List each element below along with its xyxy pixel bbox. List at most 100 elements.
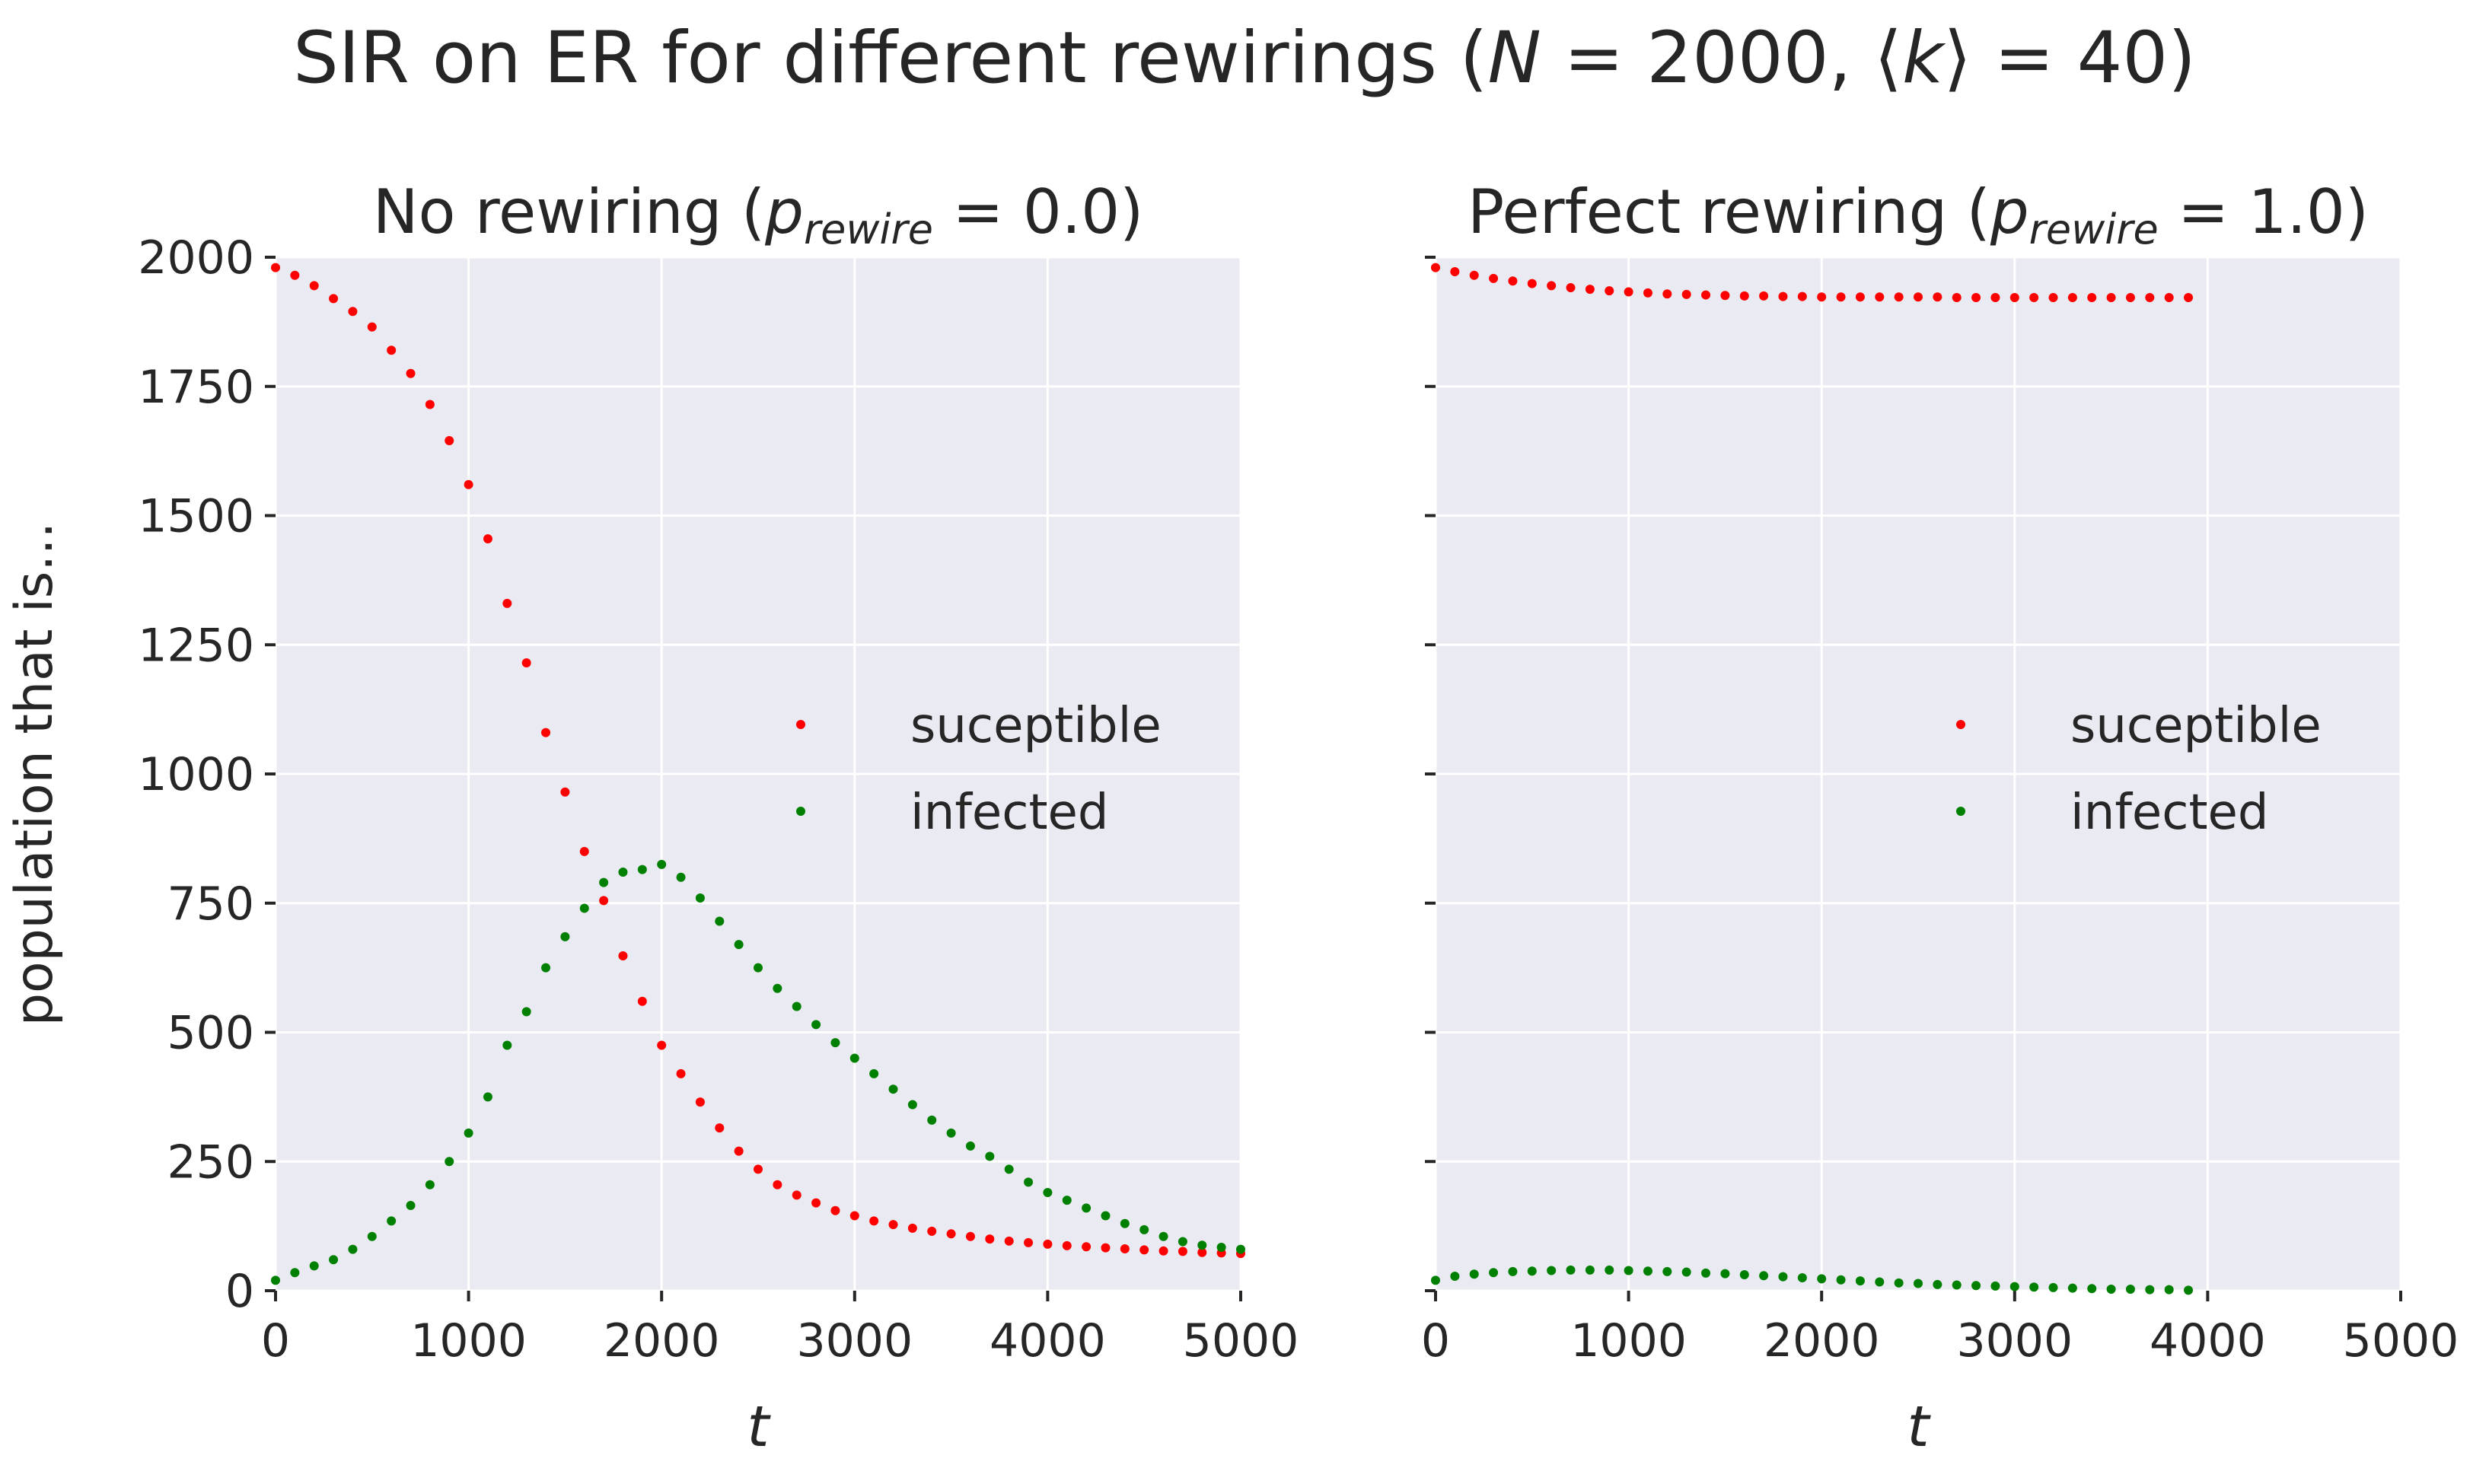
data-point-infected (1197, 1240, 1207, 1250)
data-point-susceptible (676, 1068, 686, 1078)
legend-label-susceptible: suceptible (910, 698, 1162, 754)
legend-label-susceptible: suceptible (2070, 698, 2322, 754)
data-point-susceptible (1043, 1239, 1053, 1249)
legend-marker-infected (796, 807, 805, 816)
data-point-susceptible (541, 728, 551, 737)
data-point-susceptible (849, 1211, 859, 1221)
data-point-susceptible (1952, 292, 1962, 302)
x-tick-label: 4000 (990, 1314, 1106, 1368)
legend-marker-infected (1956, 807, 1965, 816)
data-point-infected (1489, 1268, 1499, 1278)
data-point-infected (1836, 1275, 1846, 1285)
data-point-infected (773, 983, 782, 993)
data-point-infected (1585, 1265, 1595, 1275)
data-point-susceptible (1701, 290, 1711, 300)
tick-marks (265, 256, 1242, 1301)
panel-title: No rewiring (prewire = 0.0) (373, 177, 1144, 253)
data-point-susceptible (637, 996, 647, 1006)
data-point-infected (1120, 1218, 1130, 1228)
data-point-susceptible (329, 294, 339, 304)
data-point-infected (1739, 1269, 1749, 1279)
x-tick-label: 0 (1421, 1314, 1450, 1368)
data-point-susceptible (1855, 292, 1865, 302)
data-point-susceptible (348, 307, 358, 317)
data-point-infected (1178, 1237, 1187, 1247)
data-point-infected (445, 1157, 454, 1167)
data-point-infected (1043, 1187, 1053, 1197)
data-point-infected (579, 903, 589, 913)
data-point-infected (1875, 1277, 1885, 1287)
data-point-infected (1139, 1224, 1149, 1234)
tick-marks (1425, 256, 2402, 1301)
data-point-susceptible (2164, 292, 2174, 302)
data-point-susceptible (927, 1226, 937, 1236)
data-point-susceptible (1469, 270, 1479, 280)
data-point-susceptible (1082, 1242, 1092, 1252)
data-point-susceptible (502, 598, 512, 608)
data-point-infected (560, 931, 570, 941)
data-point-susceptible (1933, 292, 1942, 302)
data-point-infected (406, 1200, 416, 1210)
x-tick-label: 1000 (410, 1314, 527, 1368)
data-point-infected (290, 1268, 300, 1278)
data-point-susceptible (1662, 289, 1672, 299)
data-point-susceptible (1759, 291, 1769, 301)
data-point-susceptible (1178, 1247, 1187, 1256)
data-point-susceptible (560, 787, 570, 797)
data-point-susceptible (1139, 1245, 1149, 1255)
figure-suptitle: SIR on ER for different rewirings (N = 2… (293, 17, 2196, 100)
y-tick-label: 1500 (138, 490, 254, 543)
panel-title-subscript: rewire (804, 205, 933, 253)
x-tick-label: 5000 (1183, 1314, 1299, 1368)
x-tick-label: 2000 (1764, 1314, 1880, 1368)
data-point-susceptible (425, 400, 435, 409)
data-point-infected (502, 1040, 512, 1050)
y-tick-label: 750 (167, 877, 254, 931)
data-point-infected (1681, 1267, 1691, 1277)
panel-title-subscript: rewire (2029, 205, 2159, 253)
data-point-infected (1662, 1266, 1672, 1276)
data-point-infected (1952, 1280, 1962, 1290)
data-point-susceptible (1875, 292, 1885, 302)
legend-label-infected: infected (2070, 785, 2269, 841)
data-point-infected (985, 1151, 995, 1161)
y-tick-label: 250 (167, 1135, 254, 1189)
data-point-infected (2087, 1284, 2097, 1294)
panel-no-rewiring: 0 1000 2000 3000 4000 5000 0 250 500 750 1000 1250 1… (5, 177, 1299, 1460)
data-point-susceptible (387, 346, 397, 355)
data-point-infected (541, 963, 551, 973)
x-tick-label: 3000 (1956, 1314, 2073, 1368)
legend: suceptible infected (796, 698, 1162, 841)
data-point-infected (599, 877, 609, 887)
data-point-infected (946, 1128, 956, 1138)
data-point-susceptible (830, 1205, 840, 1215)
data-point-infected (965, 1141, 975, 1151)
suptitle-n-value: = 2000, ⟨ (1541, 17, 1902, 100)
x-tick-label: 0 (261, 1314, 290, 1368)
data-point-infected (1797, 1273, 1807, 1283)
data-point-susceptible (888, 1220, 898, 1230)
data-point-infected (387, 1216, 397, 1226)
data-point-susceptible (1778, 291, 1788, 301)
data-point-infected (2048, 1282, 2058, 1292)
data-point-infected (1605, 1265, 1614, 1275)
data-point-infected (637, 865, 647, 874)
data-point-infected (2145, 1285, 2155, 1295)
data-point-susceptible (483, 534, 492, 544)
data-point-infected (1024, 1177, 1034, 1187)
data-point-susceptible (1720, 291, 1730, 301)
data-point-infected (1933, 1279, 1942, 1289)
data-point-infected (754, 963, 763, 973)
y-tick-label: 1250 (138, 619, 254, 672)
data-point-susceptible (1527, 279, 1537, 288)
x-axis-label: t (747, 1394, 771, 1460)
data-point-infected (2106, 1284, 2116, 1294)
data-point-infected (1236, 1244, 1245, 1254)
data-point-susceptible (1990, 292, 2000, 302)
suptitle-k-symbol: k (1902, 17, 1946, 100)
data-point-infected (1082, 1203, 1092, 1213)
y-axis-label: population that is... (5, 522, 65, 1026)
data-point-infected (715, 916, 725, 926)
data-point-infected (849, 1053, 859, 1063)
